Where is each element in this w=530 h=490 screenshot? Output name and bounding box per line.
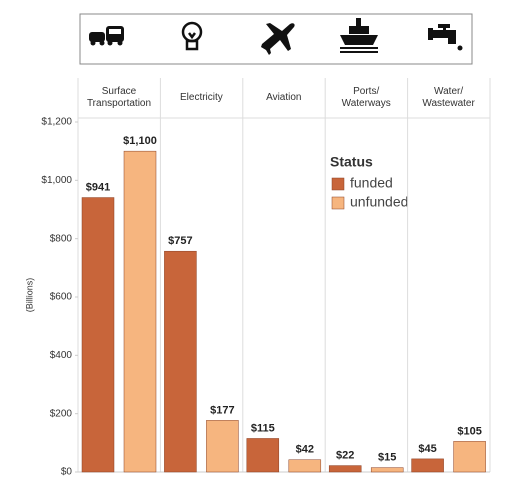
legend-swatch xyxy=(331,177,345,191)
bar xyxy=(328,465,362,473)
y-axis-label: (Billions) xyxy=(24,278,34,313)
bar xyxy=(123,150,157,473)
category-header: Aviation xyxy=(266,92,302,103)
y-tick-label: $0 xyxy=(61,467,73,478)
bar xyxy=(164,250,197,473)
legend-label: unfunded xyxy=(350,194,408,210)
icon-strip xyxy=(79,13,473,65)
bar xyxy=(246,438,280,473)
icon-bulb xyxy=(181,21,203,51)
icon-vehicles xyxy=(89,26,124,46)
bar xyxy=(288,459,322,473)
category-header: Ports/ Waterways xyxy=(341,86,391,109)
value-label: $42 xyxy=(296,444,314,456)
icon-plane xyxy=(261,23,295,55)
legend-title: Status xyxy=(330,154,373,170)
value-label: $45 xyxy=(418,443,436,455)
category-header: Surface Transportation xyxy=(86,86,152,109)
value-label: $177 xyxy=(210,404,234,416)
value-label: $115 xyxy=(251,422,275,434)
icon-faucet xyxy=(428,24,463,51)
y-tick-label: $400 xyxy=(50,350,73,361)
bar xyxy=(206,420,239,473)
value-label: $1,100 xyxy=(123,135,157,147)
bar xyxy=(370,467,404,473)
value-label: $22 xyxy=(336,449,354,461)
icon-ship xyxy=(340,18,378,53)
category-header: Water/ Wastewater xyxy=(422,86,475,109)
value-label: $941 xyxy=(86,181,110,193)
value-label: $757 xyxy=(168,235,192,247)
bar xyxy=(411,458,444,473)
value-label: $15 xyxy=(378,452,396,464)
value-label: $105 xyxy=(457,425,481,437)
y-tick-label: $1,200 xyxy=(41,117,72,128)
category-header: Electricity xyxy=(179,92,223,103)
legend-label: funded xyxy=(350,175,393,191)
y-tick-label: $800 xyxy=(50,233,73,244)
bar xyxy=(453,441,486,473)
legend-swatch xyxy=(331,196,345,210)
legend: Status funded unfunded xyxy=(330,154,408,210)
y-tick-label: $200 xyxy=(50,408,73,419)
y-tick-label: $1,000 xyxy=(41,175,72,186)
bar xyxy=(81,197,115,473)
y-tick-label: $600 xyxy=(50,292,73,303)
